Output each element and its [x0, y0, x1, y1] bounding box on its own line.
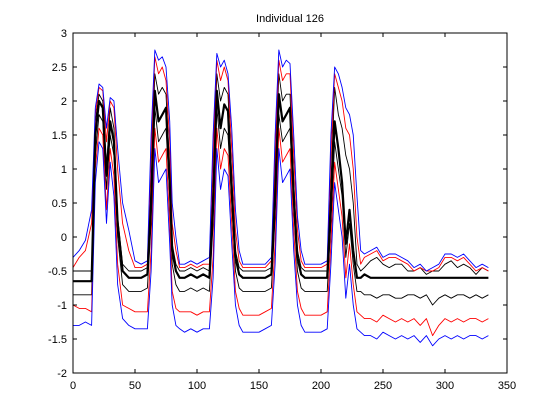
chart-title: Individual 126 [256, 13, 324, 25]
y-tick-label: 1.5 [52, 130, 67, 142]
plot-area [72, 49, 489, 347]
x-tick-label: 300 [436, 380, 454, 392]
series-line-meanminus-1sd [73, 107, 489, 306]
y-tick-label: -1 [57, 300, 67, 312]
x-tick-label: 350 [498, 380, 516, 392]
x-tick-label: 100 [188, 380, 206, 392]
x-tick-label: 150 [250, 380, 268, 392]
x-axis: 0 50 100 150 200 250 300 350 [70, 33, 516, 392]
y-tick-label: 3 [61, 28, 67, 40]
y-tick-label: -2 [57, 368, 67, 380]
x-tick-label: 200 [312, 380, 330, 392]
y-tick-label: 2.5 [52, 62, 67, 74]
y-axis: -2 -1.5 -1 -0.5 0 0.5 1 1.5 2 2.5 3 [48, 28, 507, 380]
series-line-mean [73, 89, 489, 283]
series-line-meanminus-3sd [73, 141, 489, 347]
y-tick-label: -0.5 [48, 266, 67, 278]
y-tick-label: 2 [61, 96, 67, 108]
series-line-meanminus-2sd [72, 127, 489, 337]
x-tick-label: 0 [70, 380, 76, 392]
x-tick-label: 50 [129, 380, 141, 392]
y-tick-label: 0.5 [52, 198, 67, 210]
y-tick-label: 1 [61, 164, 67, 176]
y-tick-label: 0 [61, 232, 67, 244]
x-tick-label: 250 [374, 380, 392, 392]
y-tick-label: -1.5 [48, 334, 67, 346]
